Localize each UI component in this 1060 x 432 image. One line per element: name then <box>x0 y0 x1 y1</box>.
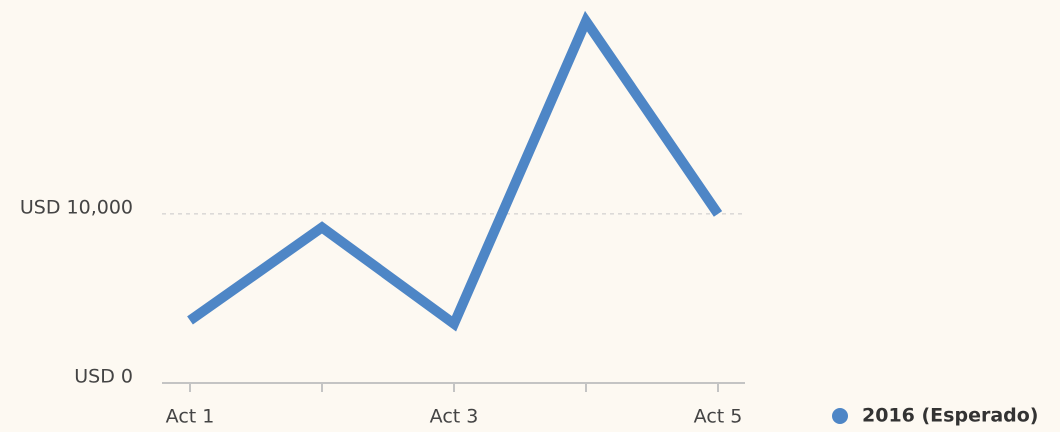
legend-text: 2016 (Esperado) <box>862 405 1038 427</box>
y-tick-label: USD 0 <box>74 366 133 388</box>
y-tick-label: USD 10,000 <box>20 196 133 218</box>
x-tick-label: Act 1 <box>166 406 215 428</box>
x-tick-label: Act 3 <box>430 406 479 428</box>
x-tick-label: Act 5 <box>694 406 743 428</box>
legend-marker <box>832 408 848 424</box>
line-series <box>187 10 723 332</box>
